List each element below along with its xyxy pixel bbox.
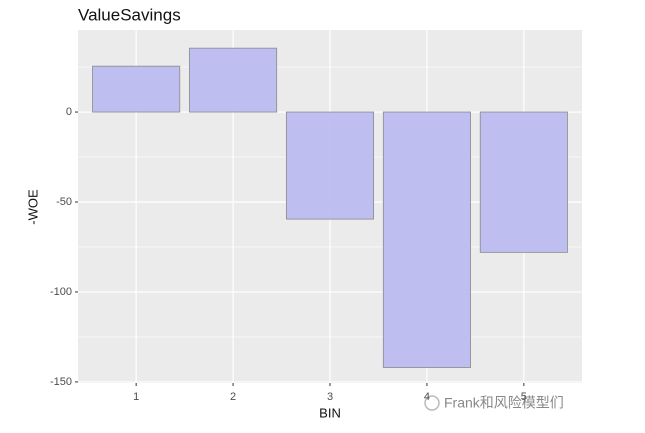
bar: [92, 65, 181, 113]
x-tick-label: 4: [424, 391, 430, 403]
chart-title: ValueSavings: [78, 5, 181, 24]
bar: [382, 111, 471, 368]
watermark: Frank和风险模型们: [444, 395, 564, 411]
x-tick-label: 2: [230, 391, 236, 403]
x-tick-label: 1: [133, 391, 139, 403]
x-tick-label: 5: [521, 391, 527, 403]
y-tick-label: -150: [50, 376, 72, 388]
y-tick-label: -50: [56, 196, 72, 208]
y-axis-label: -WOE: [25, 189, 40, 225]
y-tick-label: 0: [66, 106, 72, 118]
bar: [189, 47, 278, 113]
x-tick-label: 3: [327, 391, 333, 403]
watermark-icon: [424, 395, 440, 411]
x-axis-label: BIN: [319, 405, 341, 420]
watermark-group: Frank和风险模型们: [424, 395, 564, 411]
bar: [285, 111, 375, 220]
y-tick-label: -100: [50, 286, 72, 298]
bar: [479, 111, 568, 253]
